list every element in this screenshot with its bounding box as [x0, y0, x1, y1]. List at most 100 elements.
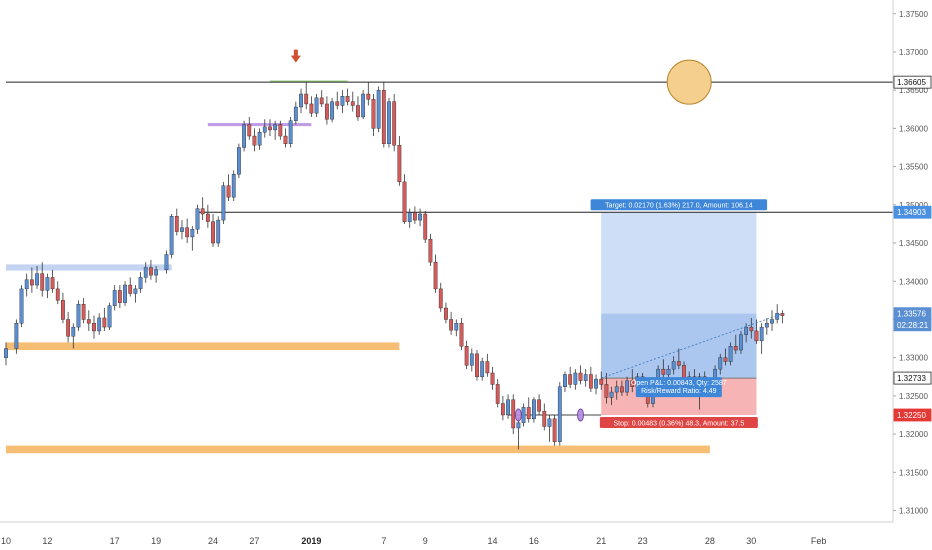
- candle-body[interactable]: [754, 330, 759, 342]
- candle-body[interactable]: [723, 357, 728, 362]
- candle-body[interactable]: [609, 391, 614, 398]
- orange-zone-low[interactable]: [6, 445, 710, 454]
- candle-body[interactable]: [86, 319, 91, 324]
- candle-body[interactable]: [262, 126, 267, 133]
- candle-body[interactable]: [728, 346, 733, 362]
- candle-body[interactable]: [392, 101, 397, 146]
- marker-ellipse[interactable]: [514, 408, 522, 422]
- candle-body[interactable]: [242, 124, 246, 148]
- candle-body[interactable]: [40, 273, 45, 291]
- candle-body[interactable]: [45, 277, 50, 291]
- candle-body[interactable]: [340, 96, 345, 106]
- candle-body[interactable]: [128, 284, 133, 294]
- candle-body[interactable]: [718, 357, 723, 370]
- candle-body[interactable]: [29, 279, 34, 286]
- candle-body[interactable]: [309, 103, 314, 114]
- purple-zone[interactable]: [207, 123, 312, 127]
- candle-body[interactable]: [614, 386, 619, 393]
- candle-body[interactable]: [599, 378, 604, 385]
- candle-body[interactable]: [35, 273, 39, 286]
- candle-body[interactable]: [381, 89, 386, 144]
- candle-body[interactable]: [542, 410, 547, 427]
- candle-body[interactable]: [744, 326, 749, 335]
- candle-body[interactable]: [283, 135, 288, 144]
- candle-body[interactable]: [14, 323, 19, 349]
- candle-body[interactable]: [19, 288, 24, 324]
- candle-body[interactable]: [454, 323, 459, 331]
- candle-body[interactable]: [775, 313, 780, 320]
- candle-body[interactable]: [387, 101, 391, 144]
- candle-body[interactable]: [304, 93, 309, 105]
- candle-body[interactable]: [770, 319, 774, 324]
- candle-body[interactable]: [252, 135, 257, 146]
- candle-body[interactable]: [350, 101, 355, 106]
- candle-body[interactable]: [200, 208, 205, 215]
- candle-body[interactable]: [180, 227, 184, 232]
- candle-body[interactable]: [61, 300, 65, 320]
- candle-body[interactable]: [97, 317, 102, 332]
- candle-body[interactable]: [620, 386, 624, 393]
- candle-body[interactable]: [780, 313, 785, 316]
- candle-body[interactable]: [676, 361, 681, 366]
- candle-body[interactable]: [532, 399, 536, 420]
- candle-body[interactable]: [107, 305, 112, 328]
- candle-body[interactable]: [112, 290, 117, 306]
- candle-body[interactable]: [154, 269, 158, 276]
- candle-body[interactable]: [123, 284, 127, 303]
- candle-body[interactable]: [506, 399, 510, 416]
- candle-body[interactable]: [216, 219, 221, 244]
- candle-body[interactable]: [133, 288, 138, 294]
- candle-body[interactable]: [371, 99, 376, 129]
- candle-body[interactable]: [588, 374, 593, 389]
- candle-body[interactable]: [24, 279, 29, 290]
- candle-body[interactable]: [594, 378, 598, 389]
- highlight-circle[interactable]: [666, 59, 712, 105]
- candle-body[interactable]: [397, 145, 402, 183]
- candle-body[interactable]: [92, 323, 96, 332]
- candle-body[interactable]: [221, 185, 226, 221]
- candle-body[interactable]: [521, 407, 526, 423]
- candle-body[interactable]: [288, 120, 293, 144]
- candle-body[interactable]: [319, 97, 324, 105]
- candle-body[interactable]: [205, 213, 210, 222]
- candle-body[interactable]: [195, 208, 200, 230]
- down-arrow-icon[interactable]: [290, 49, 301, 63]
- candle-body[interactable]: [402, 181, 407, 222]
- candle-body[interactable]: [557, 386, 562, 442]
- candle-body[interactable]: [444, 307, 448, 320]
- candle-body[interactable]: [143, 267, 148, 278]
- candle-body[interactable]: [55, 288, 60, 301]
- candle-body[interactable]: [335, 101, 340, 106]
- candle-body[interactable]: [495, 384, 500, 404]
- candle-body[interactable]: [4, 348, 8, 358]
- candle-body[interactable]: [573, 372, 578, 385]
- candle-body[interactable]: [733, 346, 738, 351]
- candle-body[interactable]: [361, 93, 366, 118]
- candle-body[interactable]: [366, 93, 371, 100]
- candle-body[interactable]: [278, 124, 283, 137]
- candle-body[interactable]: [231, 174, 236, 198]
- blue-zone[interactable]: [6, 264, 172, 271]
- candle-body[interactable]: [293, 106, 298, 121]
- candle-body[interactable]: [464, 346, 469, 366]
- candle-body[interactable]: [469, 353, 474, 366]
- candle-body[interactable]: [583, 374, 588, 381]
- candle-body[interactable]: [273, 124, 278, 131]
- candle-body[interactable]: [330, 101, 334, 120]
- candle-body[interactable]: [50, 277, 55, 290]
- candle-body[interactable]: [500, 403, 505, 416]
- candle-body[interactable]: [537, 399, 542, 412]
- candle-body[interactable]: [433, 261, 438, 290]
- candle-body[interactable]: [174, 216, 179, 232]
- candle-body[interactable]: [376, 89, 381, 129]
- candle-body[interactable]: [345, 96, 350, 102]
- candle-body[interactable]: [149, 267, 153, 276]
- candle-body[interactable]: [625, 380, 629, 393]
- candle-body[interactable]: [237, 147, 241, 175]
- candle-body[interactable]: [412, 212, 417, 221]
- candle-body[interactable]: [428, 239, 433, 263]
- candle-body[interactable]: [268, 126, 272, 131]
- candle-body[interactable]: [749, 326, 754, 332]
- candle-body[interactable]: [438, 288, 443, 309]
- candle-body[interactable]: [764, 323, 769, 328]
